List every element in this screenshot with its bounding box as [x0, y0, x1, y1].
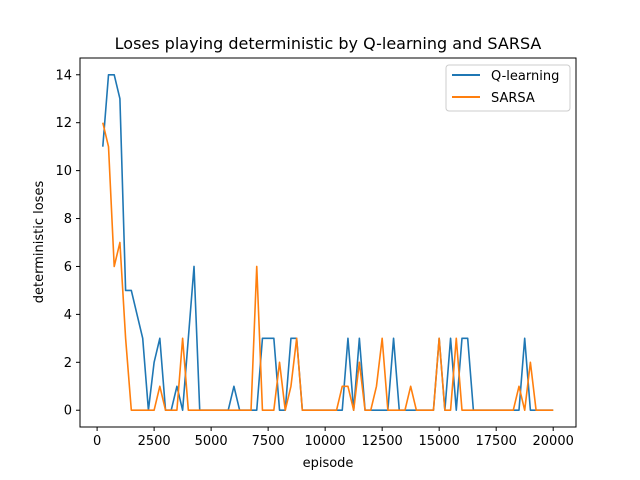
- axes-frame: [79, 57, 577, 428]
- series-line-q-learning: [102, 73, 554, 412]
- chart-title: Loses playing deterministic by Q-learnin…: [115, 34, 542, 53]
- x-tick-label: 0: [93, 434, 101, 449]
- x-axis-label: episode: [303, 456, 354, 471]
- y-tick-label: 8: [64, 212, 72, 227]
- y-axis-ticks: 0 2 4 6 8 10 12 14: [55, 68, 80, 419]
- x-tick-label: 2500: [138, 434, 171, 449]
- x-tick-label: 12500: [361, 434, 402, 449]
- y-tick-label: 12: [55, 116, 72, 131]
- x-tick-label: 7500: [252, 434, 285, 449]
- y-tick-label: 4: [64, 308, 72, 323]
- legend-label-sarsa: SARSA: [491, 91, 535, 106]
- y-axis-label: deterministic loses: [32, 181, 47, 304]
- y-tick-label: 6: [64, 260, 72, 275]
- y-tick-label: 14: [55, 68, 72, 83]
- y-tick-label: 10: [55, 164, 72, 179]
- legend-box: [445, 64, 571, 112]
- series-line-sarsa: [102, 122, 554, 412]
- x-tick-label: 17500: [476, 434, 517, 449]
- x-tick-label: 5000: [195, 434, 228, 449]
- legend: Q-learning SARSA: [445, 64, 571, 112]
- y-tick-label: 2: [64, 356, 72, 371]
- plot-lines: [102, 73, 554, 412]
- x-tick-label: 10000: [304, 434, 345, 449]
- legend-label-q-learning: Q-learning: [491, 69, 559, 84]
- x-tick-label: 20000: [533, 434, 574, 449]
- x-axis-ticks: 0 2500 5000 7500 10000 12500 15000 17500 20000: [93, 427, 574, 449]
- y-tick-label: 0: [64, 404, 72, 419]
- x-tick-label: 15000: [418, 434, 459, 449]
